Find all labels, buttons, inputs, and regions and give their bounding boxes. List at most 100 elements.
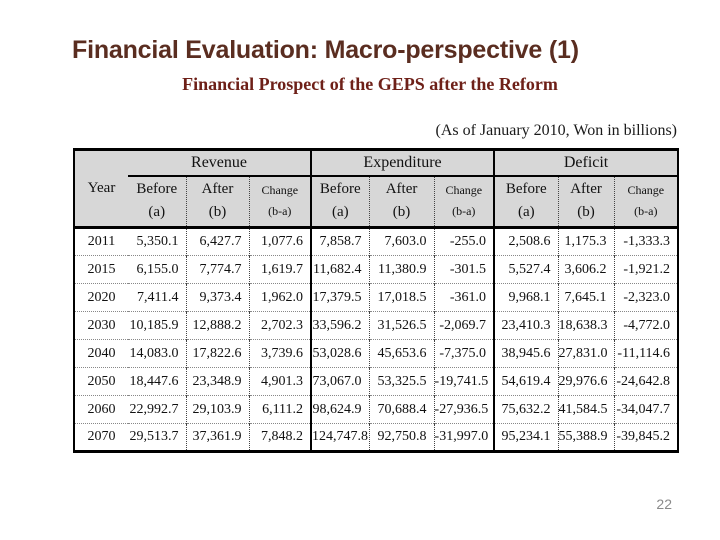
group-header-deficit: Deficit bbox=[493, 149, 679, 177]
value-cell: 7,411.4 bbox=[128, 283, 186, 312]
sub-header-deficit-change: Change (b-a) bbox=[613, 175, 679, 229]
data-table: Year Revenue Expenditure Deficit Before (… bbox=[73, 148, 680, 453]
value-cell: 53,028.6 bbox=[310, 339, 370, 368]
table-row-2011: 2011 5,350.1 6,427.7 1,077.6 7,858.7 7,6… bbox=[74, 227, 679, 256]
value-cell: -4,772.0 bbox=[613, 311, 679, 340]
year-cell: 2030 bbox=[74, 311, 128, 340]
value-cell: 41,584.5 bbox=[557, 395, 615, 424]
value-cell: 31,526.5 bbox=[368, 311, 435, 340]
value-cell: 7,645.1 bbox=[557, 283, 615, 312]
value-cell: 1,077.6 bbox=[248, 227, 312, 256]
value-cell: 38,945.6 bbox=[493, 339, 559, 368]
sub-header-label: Before bbox=[136, 181, 178, 198]
value-cell: -24,642.8 bbox=[613, 367, 679, 396]
value-cell: 45,653.6 bbox=[368, 339, 435, 368]
value-cell: 11,682.4 bbox=[310, 255, 370, 284]
year-cell: 2015 bbox=[74, 255, 128, 284]
group-header-expenditure: Expenditure bbox=[310, 149, 495, 177]
value-cell: -39,845.2 bbox=[613, 423, 679, 452]
units-note: (As of January 2010, Won in billions) bbox=[435, 122, 677, 139]
value-cell: -301.5 bbox=[433, 255, 495, 284]
value-cell: 7,848.2 bbox=[248, 423, 312, 452]
value-cell: 17,018.5 bbox=[368, 283, 435, 312]
value-cell: 29,103.9 bbox=[185, 395, 249, 424]
table-row-2015: 2015 6,155.0 7,774.7 1,619.7 11,682.4 11… bbox=[74, 255, 679, 284]
value-cell: 54,619.4 bbox=[493, 367, 559, 396]
value-cell: 98,624.9 bbox=[310, 395, 370, 424]
value-cell: 7,858.7 bbox=[310, 227, 370, 256]
value-cell: -1,921.2 bbox=[613, 255, 679, 284]
value-cell: 14,083.0 bbox=[128, 339, 186, 368]
value-cell: 6,111.2 bbox=[248, 395, 312, 424]
sub-header-expenditure-before: Before (a) bbox=[310, 175, 370, 229]
value-cell: 37,361.9 bbox=[185, 423, 249, 452]
year-cell: 2011 bbox=[87, 234, 116, 249]
sub-header-label: Change bbox=[445, 183, 483, 198]
sub-header-symbol: (b-a) bbox=[268, 204, 292, 219]
value-cell: -31,997.0 bbox=[433, 423, 495, 452]
value-cell: 1,962.0 bbox=[248, 283, 312, 312]
value-cell: 124,747.8 bbox=[310, 423, 370, 452]
value-cell: -7,375.0 bbox=[433, 339, 495, 368]
year-column-header: Year bbox=[74, 149, 128, 229]
value-cell: 4,901.3 bbox=[248, 367, 312, 396]
value-cell: 1,175.3 bbox=[557, 227, 615, 256]
sub-header-symbol: (b) bbox=[577, 204, 595, 221]
sub-header-label: After bbox=[201, 181, 234, 198]
value-cell: 18,638.3 bbox=[557, 311, 615, 340]
group-header-row: Year Revenue Expenditure Deficit bbox=[74, 149, 679, 229]
sub-header-deficit-after: After (b) bbox=[557, 175, 615, 229]
value-cell: -11,114.6 bbox=[613, 339, 679, 368]
year-cell: 2020 bbox=[74, 283, 128, 312]
value-cell: 9,968.1 bbox=[493, 283, 559, 312]
sub-header-symbol: (b-a) bbox=[634, 204, 658, 219]
table-row-2050: 2050 18,447.6 23,348.9 4,901.3 73,067.0 … bbox=[74, 367, 679, 396]
value-cell: 27,831.0 bbox=[557, 339, 615, 368]
value-cell: 5,527.4 bbox=[493, 255, 559, 284]
sub-header-label: After bbox=[570, 181, 602, 198]
value-cell: -2,069.7 bbox=[433, 311, 495, 340]
value-cell: 12,888.2 bbox=[185, 311, 249, 340]
sub-header-revenue-change: Change (b-a) bbox=[248, 175, 312, 229]
table-row-2020: 2020 7,411.4 9,373.4 1,962.0 17,379.5 17… bbox=[74, 283, 679, 312]
sub-header-symbol: (b-a) bbox=[452, 204, 476, 219]
value-cell: 29,513.7 bbox=[128, 423, 186, 452]
value-cell: -361.0 bbox=[433, 283, 495, 312]
value-cell: -19,741.5 bbox=[433, 367, 495, 396]
value-cell: 33,596.2 bbox=[310, 311, 370, 340]
group-header-revenue: Revenue bbox=[128, 149, 312, 177]
value-cell: -27,936.5 bbox=[433, 395, 495, 424]
value-cell: 95,234.1 bbox=[493, 423, 559, 452]
value-cell: 23,410.3 bbox=[493, 311, 559, 340]
value-cell: 6,427.7 bbox=[185, 227, 249, 256]
value-cell: 2,508.6 bbox=[493, 227, 559, 256]
sub-header-symbol: (b) bbox=[208, 204, 227, 221]
slide-title: Financial Evaluation: Macro-perspective … bbox=[72, 36, 579, 64]
slide-subtitle: Financial Prospect of the GEPS after the… bbox=[182, 74, 558, 94]
value-cell: 18,447.6 bbox=[128, 367, 186, 396]
page-number: 22 bbox=[656, 496, 672, 512]
value-cell: -1,333.3 bbox=[613, 227, 679, 256]
value-cell: 92,750.8 bbox=[368, 423, 435, 452]
value-cell: 23,348.9 bbox=[185, 367, 249, 396]
sub-header-label: After bbox=[385, 181, 418, 198]
value-cell: 22,992.7 bbox=[128, 395, 186, 424]
value-cell: 70,688.4 bbox=[368, 395, 435, 424]
value-cell: 75,632.2 bbox=[493, 395, 559, 424]
table-row-2040: 2040 14,083.0 17,822.6 3,739.6 53,028.6 … bbox=[74, 339, 679, 368]
value-cell: 6,155.0 bbox=[128, 255, 186, 284]
value-cell: 73,067.0 bbox=[310, 367, 370, 396]
sub-header-revenue-before: Before (a) bbox=[128, 175, 186, 229]
value-cell: 3,739.6 bbox=[248, 339, 312, 368]
sub-header-revenue-after: After (b) bbox=[185, 175, 249, 229]
value-cell: -34,047.7 bbox=[613, 395, 679, 424]
financial-prospect-table: Year Revenue Expenditure Deficit Before (… bbox=[73, 148, 680, 453]
value-cell: 5,350.1 bbox=[136, 234, 179, 249]
value-cell: 1,619.7 bbox=[248, 255, 312, 284]
sub-header-expenditure-after: After (b) bbox=[368, 175, 435, 229]
value-cell: 7,603.0 bbox=[368, 227, 435, 256]
year-cell: 2070 bbox=[74, 423, 128, 452]
value-cell: 11,380.9 bbox=[368, 255, 435, 284]
value-cell: 29,976.6 bbox=[557, 367, 615, 396]
